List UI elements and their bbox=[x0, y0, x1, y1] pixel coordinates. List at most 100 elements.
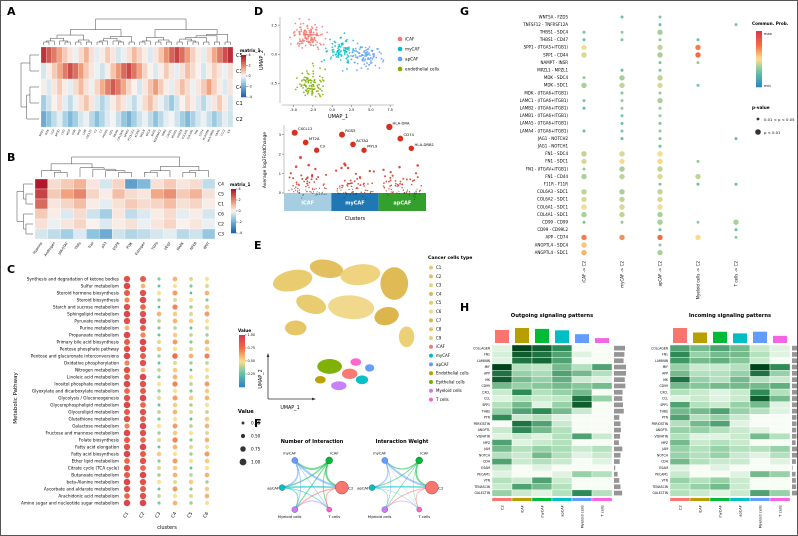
svg-text:apCAF -> C2: apCAF -> C2 bbox=[658, 261, 663, 287]
svg-text:T cells: T cells bbox=[418, 515, 431, 519]
svg-text:C3: C3 bbox=[93, 128, 98, 133]
svg-text:COL6A3 - SDC1: COL6A3 - SDC1 bbox=[537, 189, 568, 194]
svg-text:myCAF: myCAF bbox=[373, 451, 386, 455]
svg-text:VISFATIN: VISFATIN bbox=[477, 434, 491, 438]
svg-text:Sulfur metabolism: Sulfur metabolism bbox=[81, 283, 119, 288]
svg-text:PECAM1: PECAM1 bbox=[655, 472, 668, 476]
svg-text:CLU: CLU bbox=[49, 129, 55, 135]
svg-text:Glutathione metabolism: Glutathione metabolism bbox=[68, 416, 119, 421]
svg-text:NFkB: NFkB bbox=[189, 241, 198, 251]
svg-text:C5: C5 bbox=[436, 300, 442, 305]
panel-h: H Outgoing signaling patterns COLLAGEN FN1… bbox=[456, 301, 797, 535]
panel-f-networks: Number of Interaction iCAF myCAF apCAF C2 Mye… bbox=[267, 439, 443, 519]
svg-text:THBS1 - CD47: THBS1 - CD47 bbox=[539, 37, 569, 42]
svg-text:C2: C2 bbox=[436, 274, 442, 279]
svg-text:iCAF: iCAF bbox=[405, 37, 415, 42]
svg-text:PECAM1: PECAM1 bbox=[477, 472, 490, 476]
svg-text:Incoming signaling patterns: Incoming signaling patterns bbox=[689, 313, 771, 319]
svg-text:0.01 < p < 0.05: 0.01 < p < 0.05 bbox=[764, 117, 795, 122]
svg-text:Ether lipid metabolism: Ether lipid metabolism bbox=[72, 458, 119, 463]
svg-text:TPM2: TPM2 bbox=[161, 128, 168, 136]
svg-text:SAA1: SAA1 bbox=[214, 128, 221, 136]
svg-text:Glycerolipid metabolism: Glycerolipid metabolism bbox=[68, 409, 119, 414]
svg-text:CCL2: CCL2 bbox=[219, 128, 226, 136]
svg-text:PERIOSTIN: PERIOSTIN bbox=[652, 422, 669, 426]
svg-text:Glyoxylate and dicarboxylate m: Glyoxylate and dicarboxylate metabolism bbox=[32, 388, 119, 393]
svg-text:MYL9: MYL9 bbox=[145, 128, 152, 136]
svg-text:COL4A1 - SDC1: COL4A1 - SDC1 bbox=[537, 212, 568, 217]
svg-text:ANGPTL: ANGPTL bbox=[478, 428, 491, 432]
svg-text:CD99: CD99 bbox=[660, 384, 669, 388]
svg-text:C4: C4 bbox=[218, 182, 224, 188]
svg-text:clusters: clusters bbox=[157, 525, 177, 531]
svg-text:CFD: CFD bbox=[60, 129, 66, 136]
svg-text:SPP1 - CD44: SPP1 - CD44 bbox=[543, 52, 568, 57]
svg-text:TNFSF12 - TNFRSF12A: TNFSF12 - TNFRSF12A bbox=[522, 22, 568, 27]
svg-text:MPZ: MPZ bbox=[661, 441, 668, 445]
svg-text:Amino sugar and nucleotide sug: Amino sugar and nucleotide sugar metabol… bbox=[21, 500, 119, 505]
panel-c: C Metabolic Pathway Synthesis and degrada… bbox=[7, 263, 297, 535]
svg-text:C3: C3 bbox=[218, 232, 224, 238]
svg-text:Value: Value bbox=[238, 328, 251, 333]
svg-text:Inositol phosphate metabolism: Inositol phosphate metabolism bbox=[54, 381, 119, 386]
panel-d: D -5.0 -2.5 0.0 2.5 5.0 7.5 -2.5 0.0 2.5 UMAP_1 UM… bbox=[254, 5, 439, 237]
svg-text:CALD1: CALD1 bbox=[165, 128, 172, 138]
panel-g-dotplot: WNT5A - FZD5 TNFSF12 - TNFRSF12A THBS1 - S… bbox=[520, 14, 795, 299]
svg-text:MYH11: MYH11 bbox=[170, 128, 178, 138]
svg-text:4: 4 bbox=[249, 53, 251, 57]
svg-text:APP: APP bbox=[662, 371, 668, 375]
svg-text:Steroid hormone biosynthesis: Steroid hormone biosynthesis bbox=[57, 290, 119, 295]
svg-text:THBS: THBS bbox=[659, 409, 668, 413]
svg-text:GSN: GSN bbox=[71, 129, 77, 136]
svg-text:apCAF: apCAF bbox=[405, 57, 419, 62]
svg-text:COL6A1 - SDC1: COL6A1 - SDC1 bbox=[537, 204, 568, 209]
panel-d-letter: D bbox=[254, 5, 264, 18]
svg-text:MPZ: MPZ bbox=[483, 441, 490, 445]
svg-text:Myeloid cells: Myeloid cells bbox=[436, 388, 462, 393]
svg-text:Propanoate metabolism: Propanoate metabolism bbox=[69, 332, 119, 337]
svg-text:TNFa: TNFa bbox=[73, 241, 82, 251]
svg-text:LAMB2 - (ITGA6+ITGB1): LAMB2 - (ITGA6+ITGB1) bbox=[520, 106, 569, 111]
svg-text:iCAF: iCAF bbox=[436, 344, 446, 349]
svg-text:2: 2 bbox=[239, 198, 241, 202]
svg-text:COL6A2 - SDC1: COL6A2 - SDC1 bbox=[537, 197, 568, 202]
svg-text:4: 4 bbox=[239, 187, 241, 191]
svg-text:C5: C5 bbox=[186, 511, 194, 519]
svg-text:JAG1 - NOTCH2: JAG1 - NOTCH2 bbox=[537, 136, 569, 141]
svg-text:MIF: MIF bbox=[663, 365, 669, 369]
panel-c-letter: C bbox=[7, 263, 16, 276]
svg-text:C4: C4 bbox=[436, 291, 442, 296]
svg-text:Arachidonic acid metabolism: Arachidonic acid metabolism bbox=[58, 493, 119, 498]
svg-text:T cells: T cells bbox=[778, 505, 782, 518]
svg-text:0.50: 0.50 bbox=[251, 434, 261, 439]
svg-text:PTGDS: PTGDS bbox=[101, 128, 108, 138]
svg-text:COLLAGEN: COLLAGEN bbox=[651, 346, 669, 350]
panel-f: F Number of Interaction iCAF myCAF apCAF C2 M… bbox=[254, 417, 464, 535]
svg-text:apCAF: apCAF bbox=[267, 487, 279, 491]
svg-text:iCAF: iCAF bbox=[330, 451, 338, 455]
svg-text:ANGPTL4 - SDC4: ANGPTL4 - SDC4 bbox=[535, 242, 569, 247]
svg-text:C2: C2 bbox=[218, 222, 224, 228]
svg-text:Primary bile acid biosynthesis: Primary bile acid biosynthesis bbox=[56, 339, 119, 344]
svg-text:GALECTIN: GALECTIN bbox=[475, 491, 491, 495]
svg-text:SPP1: SPP1 bbox=[660, 403, 668, 407]
svg-text:T cells: T cells bbox=[435, 397, 449, 402]
svg-text:0.25: 0.25 bbox=[248, 372, 256, 376]
svg-text:C9: C9 bbox=[436, 335, 442, 340]
svg-text:Value: Value bbox=[238, 409, 254, 415]
svg-text:0.50: 0.50 bbox=[248, 359, 256, 363]
panel-c-dotplot: Metabolic Pathway Synthesis and degradati… bbox=[13, 275, 261, 531]
svg-text:Starch and sucrose metabolism: Starch and sucrose metabolism bbox=[53, 304, 119, 309]
svg-text:Myeloid cells: Myeloid cells bbox=[580, 505, 584, 528]
svg-text:Folate biosynthesis: Folate biosynthesis bbox=[79, 437, 119, 442]
svg-text:TGFb: TGFb bbox=[150, 241, 159, 251]
svg-text:myCAF: myCAF bbox=[345, 201, 364, 207]
svg-text:VISFATIN: VISFATIN bbox=[655, 434, 669, 438]
svg-text:FN1 - CD44: FN1 - CD44 bbox=[545, 174, 568, 179]
svg-text:NAMPT - INSR: NAMPT - INSR bbox=[540, 60, 568, 65]
svg-text:Outgoing signaling patterns: Outgoing signaling patterns bbox=[511, 313, 593, 319]
svg-text:RGS5: RGS5 bbox=[150, 128, 157, 136]
svg-text:HLA-DRA: HLA-DRA bbox=[393, 120, 410, 125]
svg-text:LUM: LUM bbox=[81, 129, 87, 136]
